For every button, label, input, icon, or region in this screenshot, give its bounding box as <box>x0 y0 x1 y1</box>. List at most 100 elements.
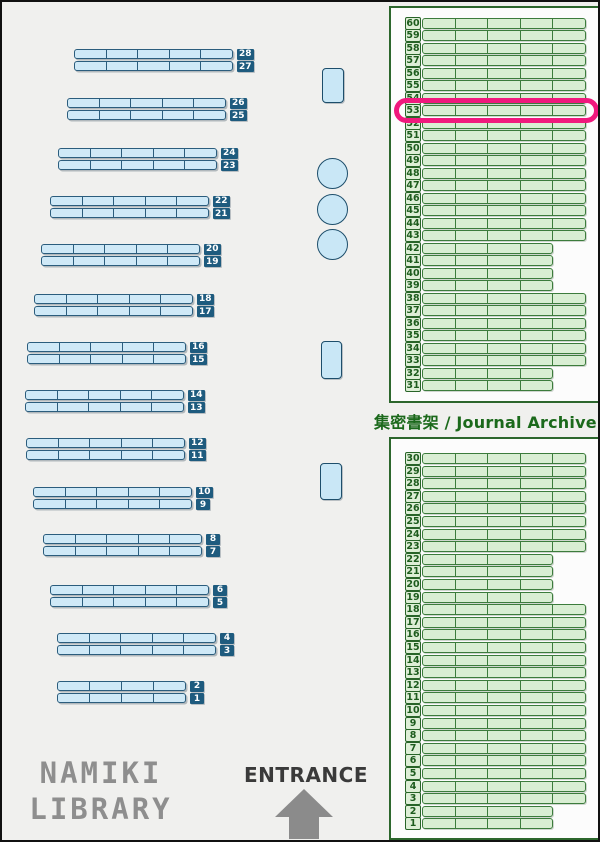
archive-shelf-number-55: 55 <box>405 79 421 93</box>
shelf-segment <box>114 209 146 218</box>
shelf-segment <box>160 500 191 508</box>
shelf-segment <box>76 535 108 543</box>
shelf-segment <box>154 149 186 157</box>
shelf-segment <box>34 500 66 509</box>
shelf-segment <box>456 169 489 178</box>
shelf-number-7: 7 <box>206 545 220 558</box>
shelf-segment <box>488 630 521 640</box>
archive-shelf-number-17: 17 <box>405 615 421 629</box>
shelf-segment <box>488 806 521 816</box>
shelf-segment <box>488 542 521 552</box>
archive-shelf-number-8: 8 <box>405 729 421 743</box>
shelf-segment <box>521 491 554 501</box>
bookshelf-row-5 <box>50 597 209 608</box>
shelf-segment <box>521 181 554 191</box>
archive-caption: 集密書架 / Journal Archive <box>374 413 597 432</box>
shelf-segment <box>114 197 146 205</box>
bookshelf-row-3 <box>57 645 216 656</box>
archive-shelf-number-2: 2 <box>405 804 421 818</box>
shelf-segment <box>488 617 521 627</box>
shelf-segment <box>488 466 521 476</box>
shelf-segment <box>122 451 154 460</box>
shelf-segment <box>423 630 456 640</box>
archive-shelf-number-22: 22 <box>405 552 421 566</box>
shelf-segment <box>423 617 456 627</box>
journal-archive-lower-panel: 30 29 28 27 26 25 24 23 22 21 20 19 18 17 16 15 14 13 12 11… <box>389 437 598 840</box>
shelf-segment <box>553 31 585 40</box>
shelf-segment <box>146 586 178 594</box>
archive-shelf-number-12: 12 <box>405 678 421 692</box>
archive-shelf-number-48: 48 <box>405 167 421 180</box>
shelf-segment <box>423 319 456 328</box>
shelf-segment <box>521 668 554 678</box>
archive-shelf-row-20 <box>422 579 553 590</box>
archive-shelf-row-44 <box>422 218 586 229</box>
archive-shelf-row-49 <box>422 155 586 167</box>
shelf-segment <box>146 197 178 205</box>
shelf-segment <box>163 111 195 120</box>
shelf-segment <box>521 454 554 463</box>
shelf-segment <box>521 31 554 41</box>
entrance-label: ENTRANCE <box>244 763 368 787</box>
shelf-segment <box>423 144 456 153</box>
shelf-segment <box>107 62 139 71</box>
shelf-segment <box>553 454 585 463</box>
shelf-segment <box>488 517 521 526</box>
archive-shelf-number-50: 50 <box>405 142 421 155</box>
shelf-segment <box>521 706 554 715</box>
shelf-segment <box>98 295 130 303</box>
shelf-segment <box>456 580 488 589</box>
shelf-segment <box>75 50 107 58</box>
bookshelf-row-4 <box>57 633 216 643</box>
shelf-segment <box>123 343 155 351</box>
archive-shelf-number-44: 44 <box>405 217 421 230</box>
shelf-segment <box>42 257 74 266</box>
shelf-segment <box>154 355 185 363</box>
shelf-segment <box>131 99 163 107</box>
shelf-segment <box>456 743 489 753</box>
shelf-segment <box>74 245 106 253</box>
archive-shelf-number-43: 43 <box>405 229 421 243</box>
shelf-segment <box>423 819 456 829</box>
archive-shelf-number-16: 16 <box>405 628 421 642</box>
shelf-segment <box>27 439 59 447</box>
shelf-segment <box>521 529 554 539</box>
archive-shelf-number-20: 20 <box>405 578 421 591</box>
shelf-segment <box>122 149 154 157</box>
shelf-segment <box>553 706 585 715</box>
shelf-segment <box>170 535 201 543</box>
shelf-segment <box>59 161 91 170</box>
archive-shelf-number-1: 1 <box>405 817 421 831</box>
shelf-segment <box>521 331 554 341</box>
shelf-segment <box>553 156 585 165</box>
shelf-segment <box>98 307 130 316</box>
shelf-segment <box>521 743 554 753</box>
shelf-segment <box>456 668 489 678</box>
archive-shelf-number-41: 41 <box>405 254 421 268</box>
shelf-segment <box>488 244 521 253</box>
shelf-segment <box>553 756 585 765</box>
shelf-segment <box>34 488 66 496</box>
archive-shelf-row-14 <box>422 654 586 666</box>
shelf-segment <box>488 769 521 778</box>
shelf-segment <box>553 81 585 90</box>
shelf-number-24: 24 <box>221 147 238 159</box>
archive-shelf-number-14: 14 <box>405 653 421 667</box>
shelf-segment <box>90 634 122 642</box>
archive-shelf-row-29 <box>422 465 586 477</box>
shelf-segment <box>456 504 489 514</box>
shelf-segment <box>521 106 554 116</box>
archive-shelf-row-24 <box>422 528 586 540</box>
shelf-segment <box>121 634 153 642</box>
shelf-segment <box>44 535 76 543</box>
shelf-segment <box>423 19 456 28</box>
shelf-segment <box>553 144 585 153</box>
shelf-segment <box>521 219 554 228</box>
shelf-segment <box>153 646 185 655</box>
archive-shelf-row-35 <box>422 330 586 342</box>
shelf-segment <box>423 181 456 191</box>
shelf-segment <box>114 586 146 594</box>
shelf-segment <box>521 244 553 253</box>
shelf-segment <box>91 149 123 157</box>
shelf-segment <box>521 369 553 378</box>
